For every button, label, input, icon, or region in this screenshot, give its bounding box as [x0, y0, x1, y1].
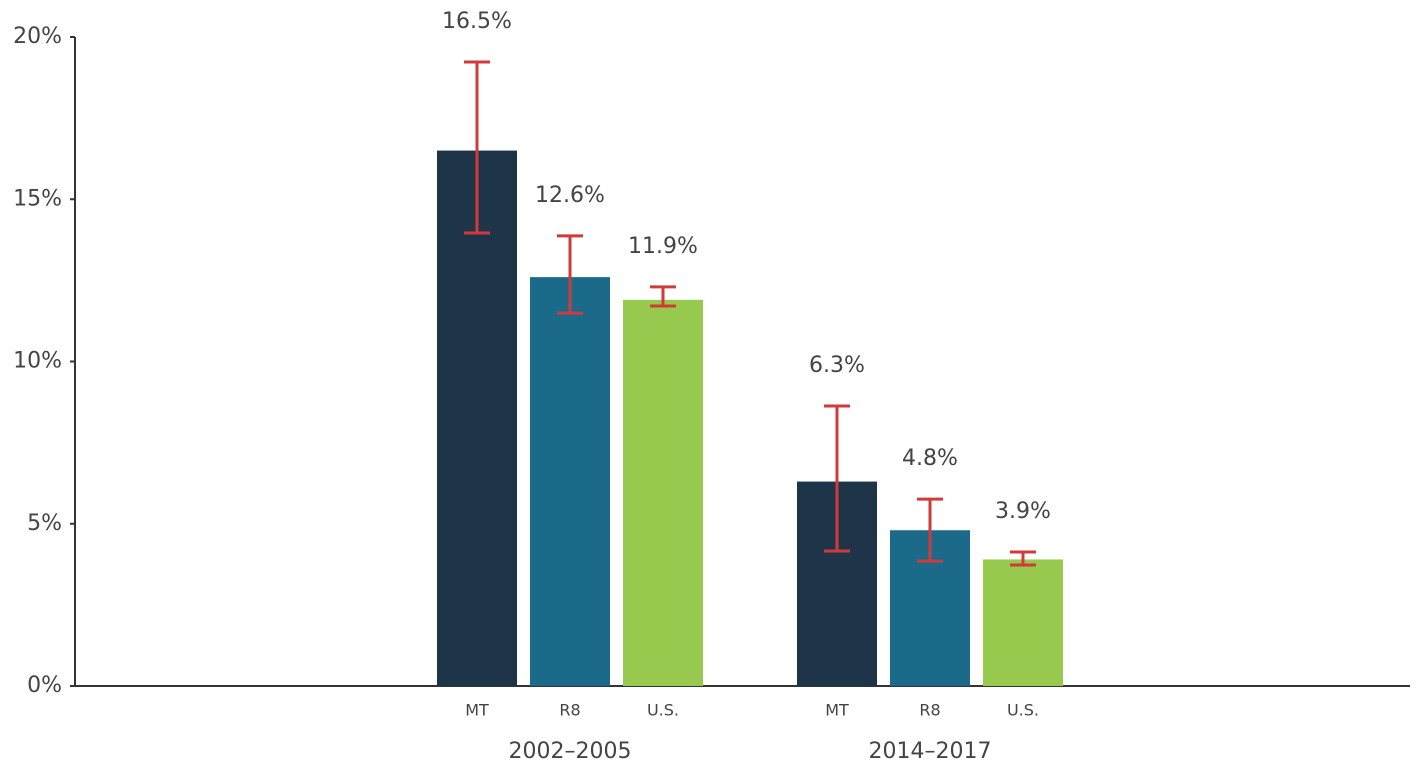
x-tick-label: MT: [825, 701, 849, 720]
error-bar: [824, 404, 850, 553]
error-bar: [464, 60, 490, 235]
value-label: 6.3%: [809, 353, 865, 378]
value-label: 16.5%: [442, 9, 512, 34]
bar: [623, 299, 703, 686]
y-tick-label: 5%: [27, 511, 62, 536]
error-bar: [557, 234, 583, 315]
x-tick-label: MT: [465, 701, 489, 720]
error-bar: [1010, 550, 1036, 567]
value-label: 4.8%: [902, 446, 958, 471]
error-bar: [917, 497, 943, 563]
y-tick-label: 20%: [13, 24, 62, 49]
value-label: 11.9%: [628, 234, 698, 259]
group-label: 2002–2005: [509, 739, 632, 764]
group-label: 2014–2017: [869, 739, 992, 764]
x-tick-label: R8: [559, 701, 580, 720]
bar: [530, 277, 610, 686]
y-tick-label: 15%: [13, 186, 62, 211]
bar: [437, 150, 517, 686]
error-bar: [650, 285, 676, 308]
x-tick-label: R8: [919, 701, 940, 720]
x-tick-label: U.S.: [1007, 701, 1039, 720]
bar: [983, 559, 1063, 686]
y-tick-label: 10%: [13, 349, 62, 374]
value-label: 12.6%: [535, 183, 605, 208]
y-tick-label: 0%: [27, 673, 62, 698]
x-tick-label: U.S.: [647, 701, 679, 720]
value-label: 3.9%: [995, 499, 1051, 524]
